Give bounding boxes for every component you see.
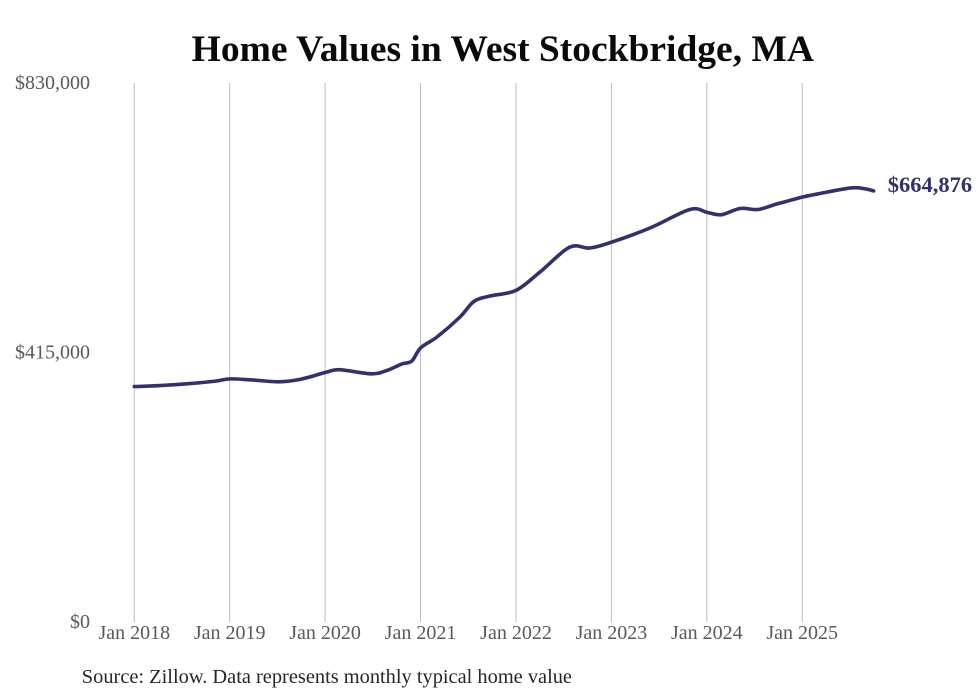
svg-text:Jan 2019: Jan 2019: [194, 622, 266, 644]
svg-text:Jan 2024: Jan 2024: [671, 622, 743, 644]
svg-text:Jan 2020: Jan 2020: [289, 622, 361, 644]
svg-text:Jan 2021: Jan 2021: [385, 622, 457, 644]
svg-text:$830,000: $830,000: [15, 72, 90, 94]
svg-text:$664,876: $664,876: [888, 172, 972, 197]
svg-text:Jan 2018: Jan 2018: [98, 622, 170, 644]
svg-text:Jan 2025: Jan 2025: [766, 622, 838, 644]
svg-text:Jan 2022: Jan 2022: [480, 622, 552, 644]
svg-text:$415,000: $415,000: [15, 342, 90, 364]
svg-text:Jan 2023: Jan 2023: [576, 622, 648, 644]
svg-text:$0: $0: [70, 611, 90, 633]
